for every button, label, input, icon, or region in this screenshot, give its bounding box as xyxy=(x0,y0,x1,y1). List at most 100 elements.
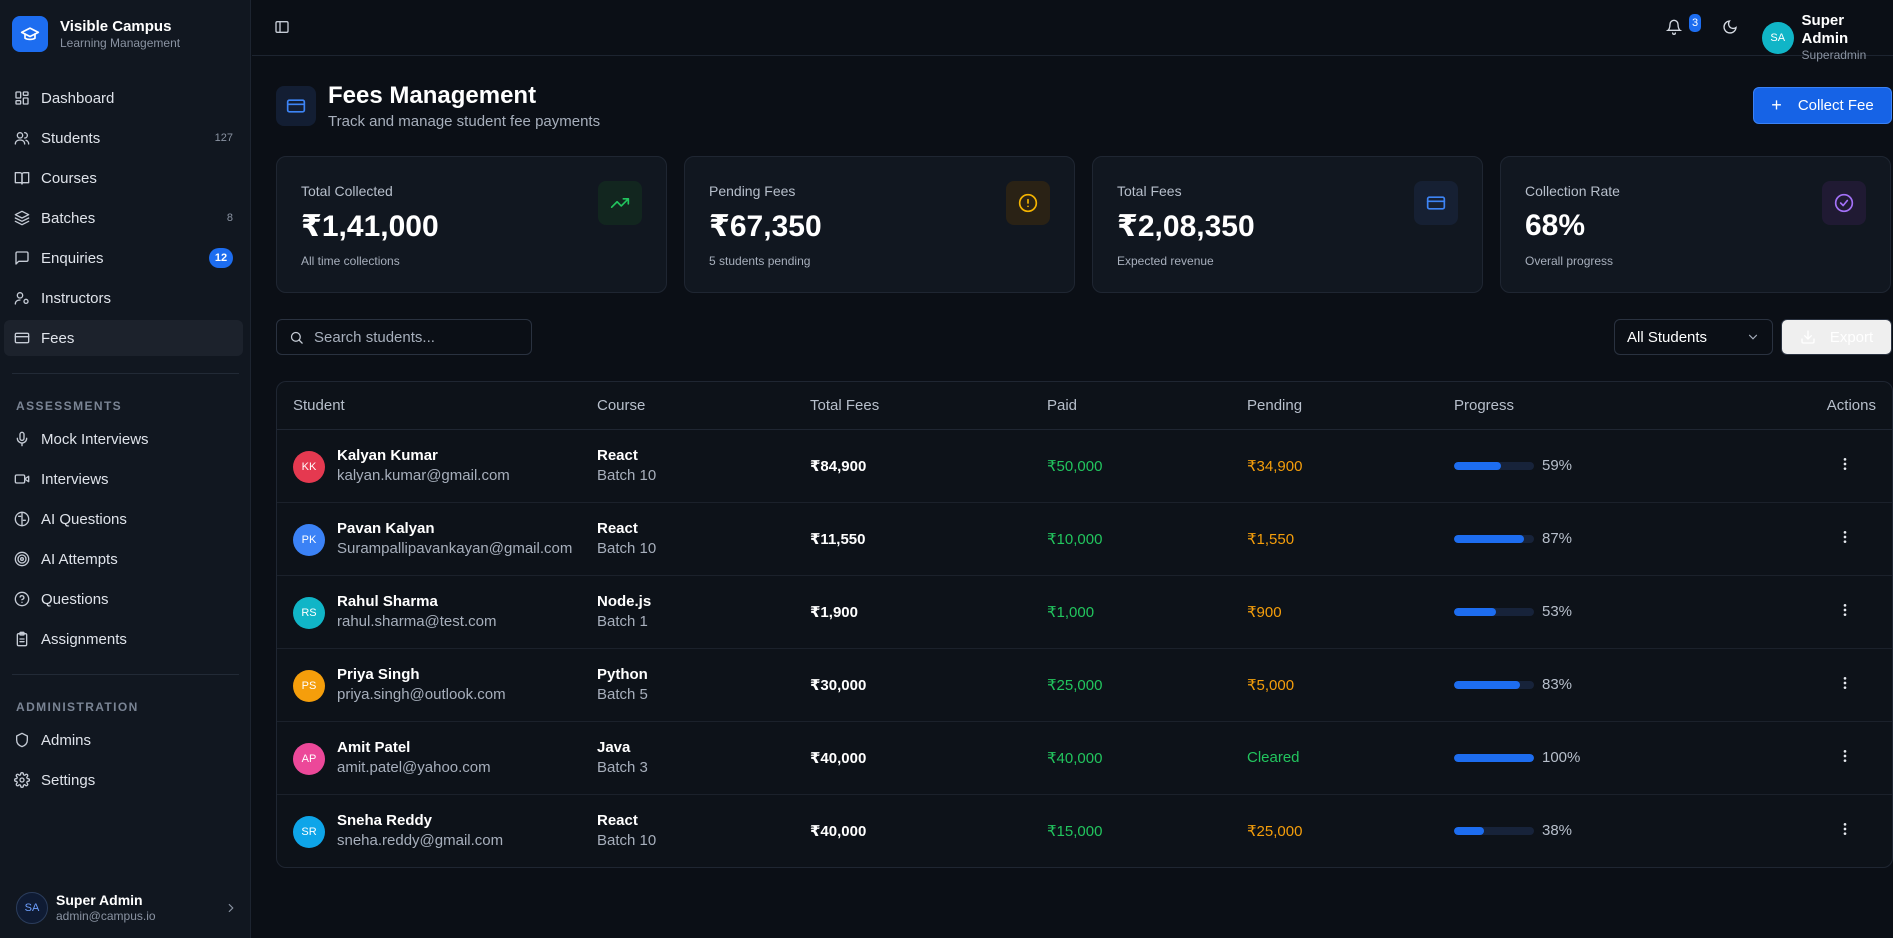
sidebar-item-label: Assignments xyxy=(41,630,127,648)
more-vertical-icon[interactable] xyxy=(1837,529,1853,545)
chevron-right-icon xyxy=(224,901,238,915)
avatar: SA xyxy=(16,892,48,924)
more-vertical-icon[interactable] xyxy=(1837,456,1853,472)
sidebar-item-fees[interactable]: Fees xyxy=(4,320,243,356)
search-icon xyxy=(289,330,304,345)
stat-card-subtitle: 5 students pending xyxy=(709,254,811,268)
progress-fill xyxy=(1454,827,1485,835)
paid-amount: ₹50,000 xyxy=(1047,458,1103,475)
sidebar: Visible Campus Learning Management Dashb… xyxy=(0,0,251,938)
student-name: Rahul Sharma xyxy=(337,593,438,610)
batch-name: Batch 10 xyxy=(597,540,657,557)
brand[interactable]: Visible Campus Learning Management xyxy=(12,16,180,52)
student-email: amit.patel@yahoo.com xyxy=(337,759,491,776)
topbar-user-menu[interactable]: SA Super Admin Superadmin xyxy=(1762,12,1893,63)
student-email: sneha.reddy@gmail.com xyxy=(337,832,504,849)
batch-name: Batch 10 xyxy=(597,832,657,849)
sidebar-item-interviews[interactable]: Interviews xyxy=(4,461,243,497)
sidebar-item-label: Interviews xyxy=(41,470,109,488)
stat-card-value: ₹2,08,350 xyxy=(1117,210,1255,243)
sidebar-item-label: Mock Interviews xyxy=(41,430,149,448)
avatar: SR xyxy=(293,816,325,848)
page-subtitle: Track and manage student fee payments xyxy=(328,113,601,130)
progress-bar xyxy=(1454,754,1534,762)
sidebar-user-menu[interactable]: SA Super Admin admin@campus.io xyxy=(16,892,238,924)
chevron-down-icon xyxy=(1746,330,1760,344)
student-name: Sneha Reddy xyxy=(337,812,433,829)
sidebar-item-label: Instructors xyxy=(41,289,112,307)
column-header-total-fees: Total Fees xyxy=(810,397,880,414)
sidebar-item-enquiries[interactable]: Enquiries 12 xyxy=(4,240,243,276)
sidebar-item-label: Admins xyxy=(41,731,92,749)
table-row: RS Rahul Sharma rahul.sharma@test.com Node.… xyxy=(277,576,1892,649)
sidebar-item-questions[interactable]: Questions xyxy=(4,581,243,617)
sidebar-item-students[interactable]: Students 127 xyxy=(4,120,243,156)
total-fees: ₹40,000 xyxy=(810,823,867,840)
sidebar-item-ai-questions[interactable]: AI Questions xyxy=(4,501,243,537)
search-input[interactable] xyxy=(314,328,514,346)
bell-icon[interactable] xyxy=(1666,19,1682,35)
brand-name: Visible Campus xyxy=(60,17,172,35)
moon-icon[interactable] xyxy=(1722,19,1738,35)
more-vertical-icon[interactable] xyxy=(1837,748,1853,764)
collect-fee-button[interactable]: + Collect Fee xyxy=(1753,87,1892,124)
progress-bar xyxy=(1454,462,1534,470)
table-row: KK Kalyan Kumar kalyan.kumar@gmail.com Reac… xyxy=(277,430,1892,503)
stat-card-value: 68% xyxy=(1525,209,1586,242)
pending-amount: ₹25,000 xyxy=(1247,823,1303,840)
sidebar-item-batches[interactable]: Batches 8 xyxy=(4,200,243,236)
user-cog-icon xyxy=(14,290,30,306)
sidebar-item-instructors[interactable]: Instructors xyxy=(4,280,243,316)
column-header-progress: Progress xyxy=(1454,397,1515,414)
sidebar-item-ai-attempts[interactable]: AI Attempts xyxy=(4,541,243,577)
sidebar-item-settings[interactable]: Settings xyxy=(4,762,243,798)
section-label-administration: ADMINISTRATION xyxy=(16,700,139,714)
more-vertical-icon[interactable] xyxy=(1837,821,1853,837)
progress-bar xyxy=(1454,681,1534,689)
stat-card-total-collected: Total Collected ₹1,41,000 All time collect… xyxy=(276,156,667,293)
course-name: React xyxy=(597,447,638,464)
pending-amount: ₹1,550 xyxy=(1247,531,1295,548)
sidebar-user-email: admin@campus.io xyxy=(56,909,156,923)
message-icon xyxy=(14,250,30,266)
sidebar-item-dashboard[interactable]: Dashboard xyxy=(4,80,243,116)
column-header-pending: Pending xyxy=(1247,397,1303,414)
sidebar-item-courses[interactable]: Courses xyxy=(4,160,243,196)
table-row: AP Amit Patel amit.patel@yahoo.com Java Batc… xyxy=(277,722,1892,795)
sidebar-item-assignments[interactable]: Assignments xyxy=(4,621,243,657)
table-header: Student Course Total Fees Paid Pending Progre… xyxy=(277,382,1892,430)
layers-icon xyxy=(14,210,30,226)
student-name: Priya Singh xyxy=(337,666,420,683)
more-vertical-icon[interactable] xyxy=(1837,602,1853,618)
export-button[interactable]: Export xyxy=(1781,319,1892,355)
sidebar-item-mock-interviews[interactable]: Mock Interviews xyxy=(4,421,243,457)
sidebar-item-admins[interactable]: Admins xyxy=(4,722,243,758)
more-vertical-icon[interactable] xyxy=(1837,675,1853,691)
section-label-assessments: ASSESSMENTS xyxy=(16,399,123,413)
progress-fill xyxy=(1454,535,1524,543)
student-email: rahul.sharma@test.com xyxy=(337,613,497,630)
sidebar-toggle-icon[interactable] xyxy=(274,19,290,35)
credit-card-icon xyxy=(1414,181,1458,225)
avatar: AP xyxy=(293,743,325,775)
student-filter-select[interactable]: All Students xyxy=(1614,319,1773,355)
users-icon xyxy=(14,130,30,146)
search-box[interactable] xyxy=(276,319,532,355)
stat-card-pending-fees: Pending Fees ₹67,350 5 students pending xyxy=(684,156,1075,293)
credit-card-icon xyxy=(276,86,316,126)
administration-nav: Admins Settings xyxy=(4,722,243,802)
avatar: SA xyxy=(1762,21,1794,54)
student-name: Kalyan Kumar xyxy=(337,447,438,464)
fees-table: Student Course Total Fees Paid Pending Progre… xyxy=(276,381,1893,868)
course-name: React xyxy=(597,812,638,829)
progress-percent: 59% xyxy=(1542,457,1573,474)
column-header-actions: Actions xyxy=(1826,397,1876,414)
avatar: RS xyxy=(293,597,325,629)
grid-icon xyxy=(14,90,30,106)
stat-card-subtitle: All time collections xyxy=(301,254,400,268)
progress-percent: 53% xyxy=(1542,603,1573,620)
stat-card-title: Collection Rate xyxy=(1525,183,1620,199)
sidebar-divider xyxy=(12,674,239,675)
sidebar-user-name: Super Admin xyxy=(56,892,143,908)
column-header-course: Course xyxy=(597,397,646,414)
